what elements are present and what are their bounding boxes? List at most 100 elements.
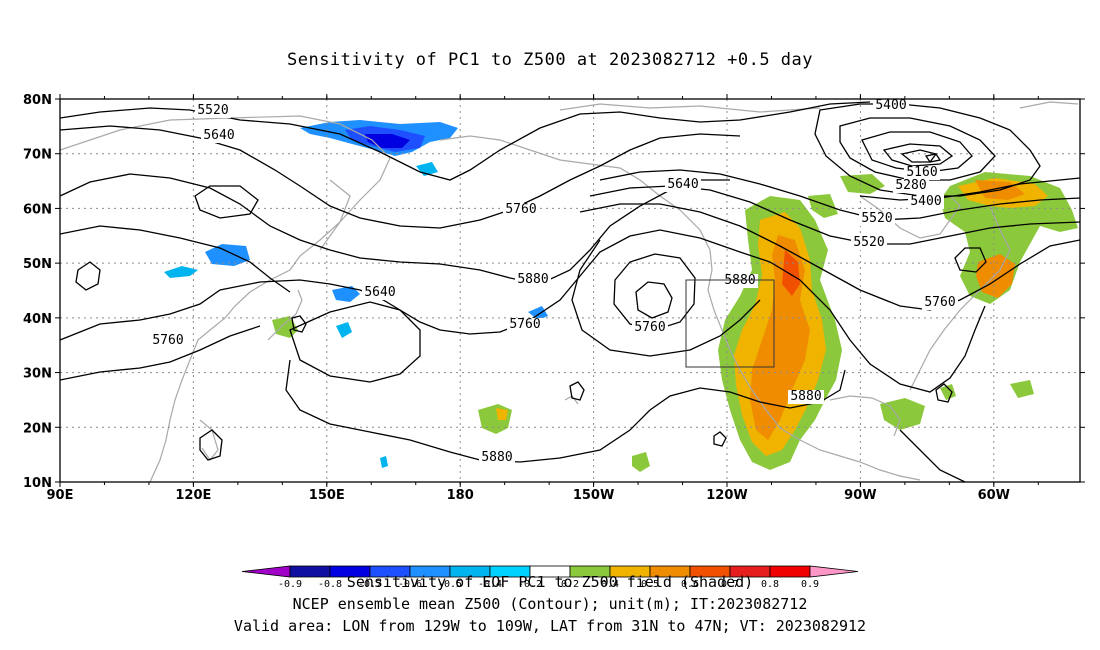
shade-blue-west-small	[164, 266, 198, 278]
coast-arctic	[559, 103, 821, 113]
coastlines	[60, 101, 1079, 482]
contour-label: 5640	[364, 285, 395, 300]
contour-label: 5520	[853, 235, 884, 250]
coast-alaska	[439, 135, 711, 251]
lon-tick-label: 60W	[978, 488, 1010, 503]
contour-label: 5520	[197, 103, 228, 118]
contour-low-1	[814, 103, 1041, 197]
chart-title: Sensitivity of PC1 to Z500 at 2023082712…	[286, 50, 813, 70]
map-grid	[60, 99, 1080, 482]
contour-label: 5760	[152, 333, 183, 348]
contour-label: 5640	[667, 177, 698, 192]
shade-green-pacific	[478, 404, 512, 434]
shade-green-wa	[808, 194, 838, 218]
colorbar-tick-label: -0.2	[518, 579, 542, 590]
caption-line-2: NCEP ensemble mean Z500 (Contour); unit(…	[292, 595, 808, 613]
colorbar-tick-label: 0.4	[601, 579, 619, 590]
contour-label: 5640	[203, 128, 234, 143]
colorbar: -0.9 -0.8 -0.7 -0.6 -0.5 -0.4 -0.2 0.2 0.4 0.5 0.6…	[241, 565, 859, 590]
shade-blue-speck	[380, 456, 388, 468]
contour-label: 5760	[509, 317, 540, 332]
contour-5880-atl	[899, 429, 966, 482]
shade-blue-west	[205, 244, 250, 266]
lat-tick-label: 30N	[23, 367, 52, 382]
contour-5520-north	[60, 101, 871, 181]
coast-kamchatka	[319, 179, 351, 251]
coast-na-west	[707, 249, 921, 481]
contour-5760-east-long	[579, 203, 1080, 311]
lat-tick-label: 20N	[23, 421, 52, 436]
contour-5760-high-outer	[613, 253, 696, 331]
contour-5400-east	[859, 177, 1080, 201]
contour-5880-main	[60, 229, 771, 341]
contour-low-4	[882, 143, 954, 167]
lon-tick-label: 180	[447, 488, 474, 503]
colorbar-tick-label: -0.4	[478, 579, 502, 590]
contour-label: 5520	[861, 211, 892, 226]
lat-tick-label: 60N	[23, 202, 52, 217]
contour-label: 5880	[790, 389, 821, 404]
caption-line-3: Valid area: LON from 129W to 109W, LAT f…	[233, 617, 867, 635]
contour-small-1	[75, 261, 101, 291]
lat-tick-label: 10N	[23, 476, 52, 491]
colorbar-tick-label: -0.5	[438, 579, 462, 590]
shade-red-na-west	[782, 250, 800, 296]
caption: Sensitivity of EOF PC1 to Z500 field (Sh…	[0, 571, 1100, 637]
shade-blue-japan-small	[336, 322, 352, 338]
coast-gulf	[829, 395, 901, 437]
coast-asia	[60, 115, 391, 482]
contour-5880-east	[769, 261, 986, 393]
shade-orange-pacific	[496, 408, 508, 420]
lon-tick-label: 150W	[573, 488, 614, 503]
lat-tick-label: 70N	[23, 148, 52, 163]
contour-5760-west	[60, 173, 730, 285]
contour-5880-south	[60, 325, 261, 381]
colorbar-tick-label: 0.9	[801, 579, 819, 590]
colorbar-tick-label: 0.5	[641, 579, 659, 590]
lat-tick-label: 40N	[23, 312, 52, 327]
contour-label: 5760	[924, 295, 955, 310]
coast-philippines	[199, 419, 219, 462]
contour-label: 5280	[895, 178, 926, 193]
lon-tick-label: 120E	[175, 488, 211, 503]
contour-label: 5400	[910, 194, 941, 209]
contour-small-8	[199, 429, 223, 461]
contour-5760-east	[60, 225, 291, 293]
shade-blue-mid	[528, 306, 548, 320]
contour-label: 5760	[505, 202, 536, 217]
lat-tick-label: 80N	[23, 93, 52, 108]
colorbar-tick-label: 0.7	[721, 579, 739, 590]
contour-5520-east	[599, 169, 1080, 221]
colorbar-tick-label: -0.6	[398, 579, 422, 590]
contour-5880-loop	[289, 301, 421, 383]
lon-tick-label: 120W	[706, 488, 747, 503]
contour-small-4	[569, 381, 585, 401]
contour-low-3	[861, 131, 973, 173]
coast-japan	[267, 289, 303, 341]
contour-label: 5400	[875, 98, 906, 113]
contour-low-6	[924, 153, 942, 163]
shade-green-mexico	[632, 452, 650, 472]
shade-blue-japan	[332, 286, 360, 302]
contour-small-2	[194, 185, 259, 219]
colorbar-tick-label: 0.2	[561, 579, 579, 590]
caption-line-1: Sensitivity of EOF PC1 to Z500 field (Sh…	[346, 573, 754, 591]
contour-5880-pacific	[285, 359, 846, 463]
contour-small-3	[954, 247, 987, 273]
colorbar-tick-label: -0.9	[278, 579, 302, 590]
shade-green-atlantic	[1010, 380, 1034, 398]
colorbar-tick-label: 0.6	[681, 579, 699, 590]
lon-tick-label: 90E	[47, 488, 74, 503]
colorbar-tick-label: -0.8	[318, 579, 342, 590]
sensitivity-shading	[164, 120, 1078, 472]
contour-label: 5880	[481, 450, 512, 465]
coast-greenland	[1019, 101, 1079, 109]
coast-na-east	[909, 205, 1011, 391]
contour-low-5	[900, 149, 938, 163]
contour-label: 5160	[906, 165, 937, 180]
contour-5760-outer-ring	[571, 239, 761, 357]
lat-tick-label: 50N	[23, 257, 52, 272]
contour-small-7	[935, 383, 953, 403]
shade-green-ne	[940, 172, 1078, 304]
